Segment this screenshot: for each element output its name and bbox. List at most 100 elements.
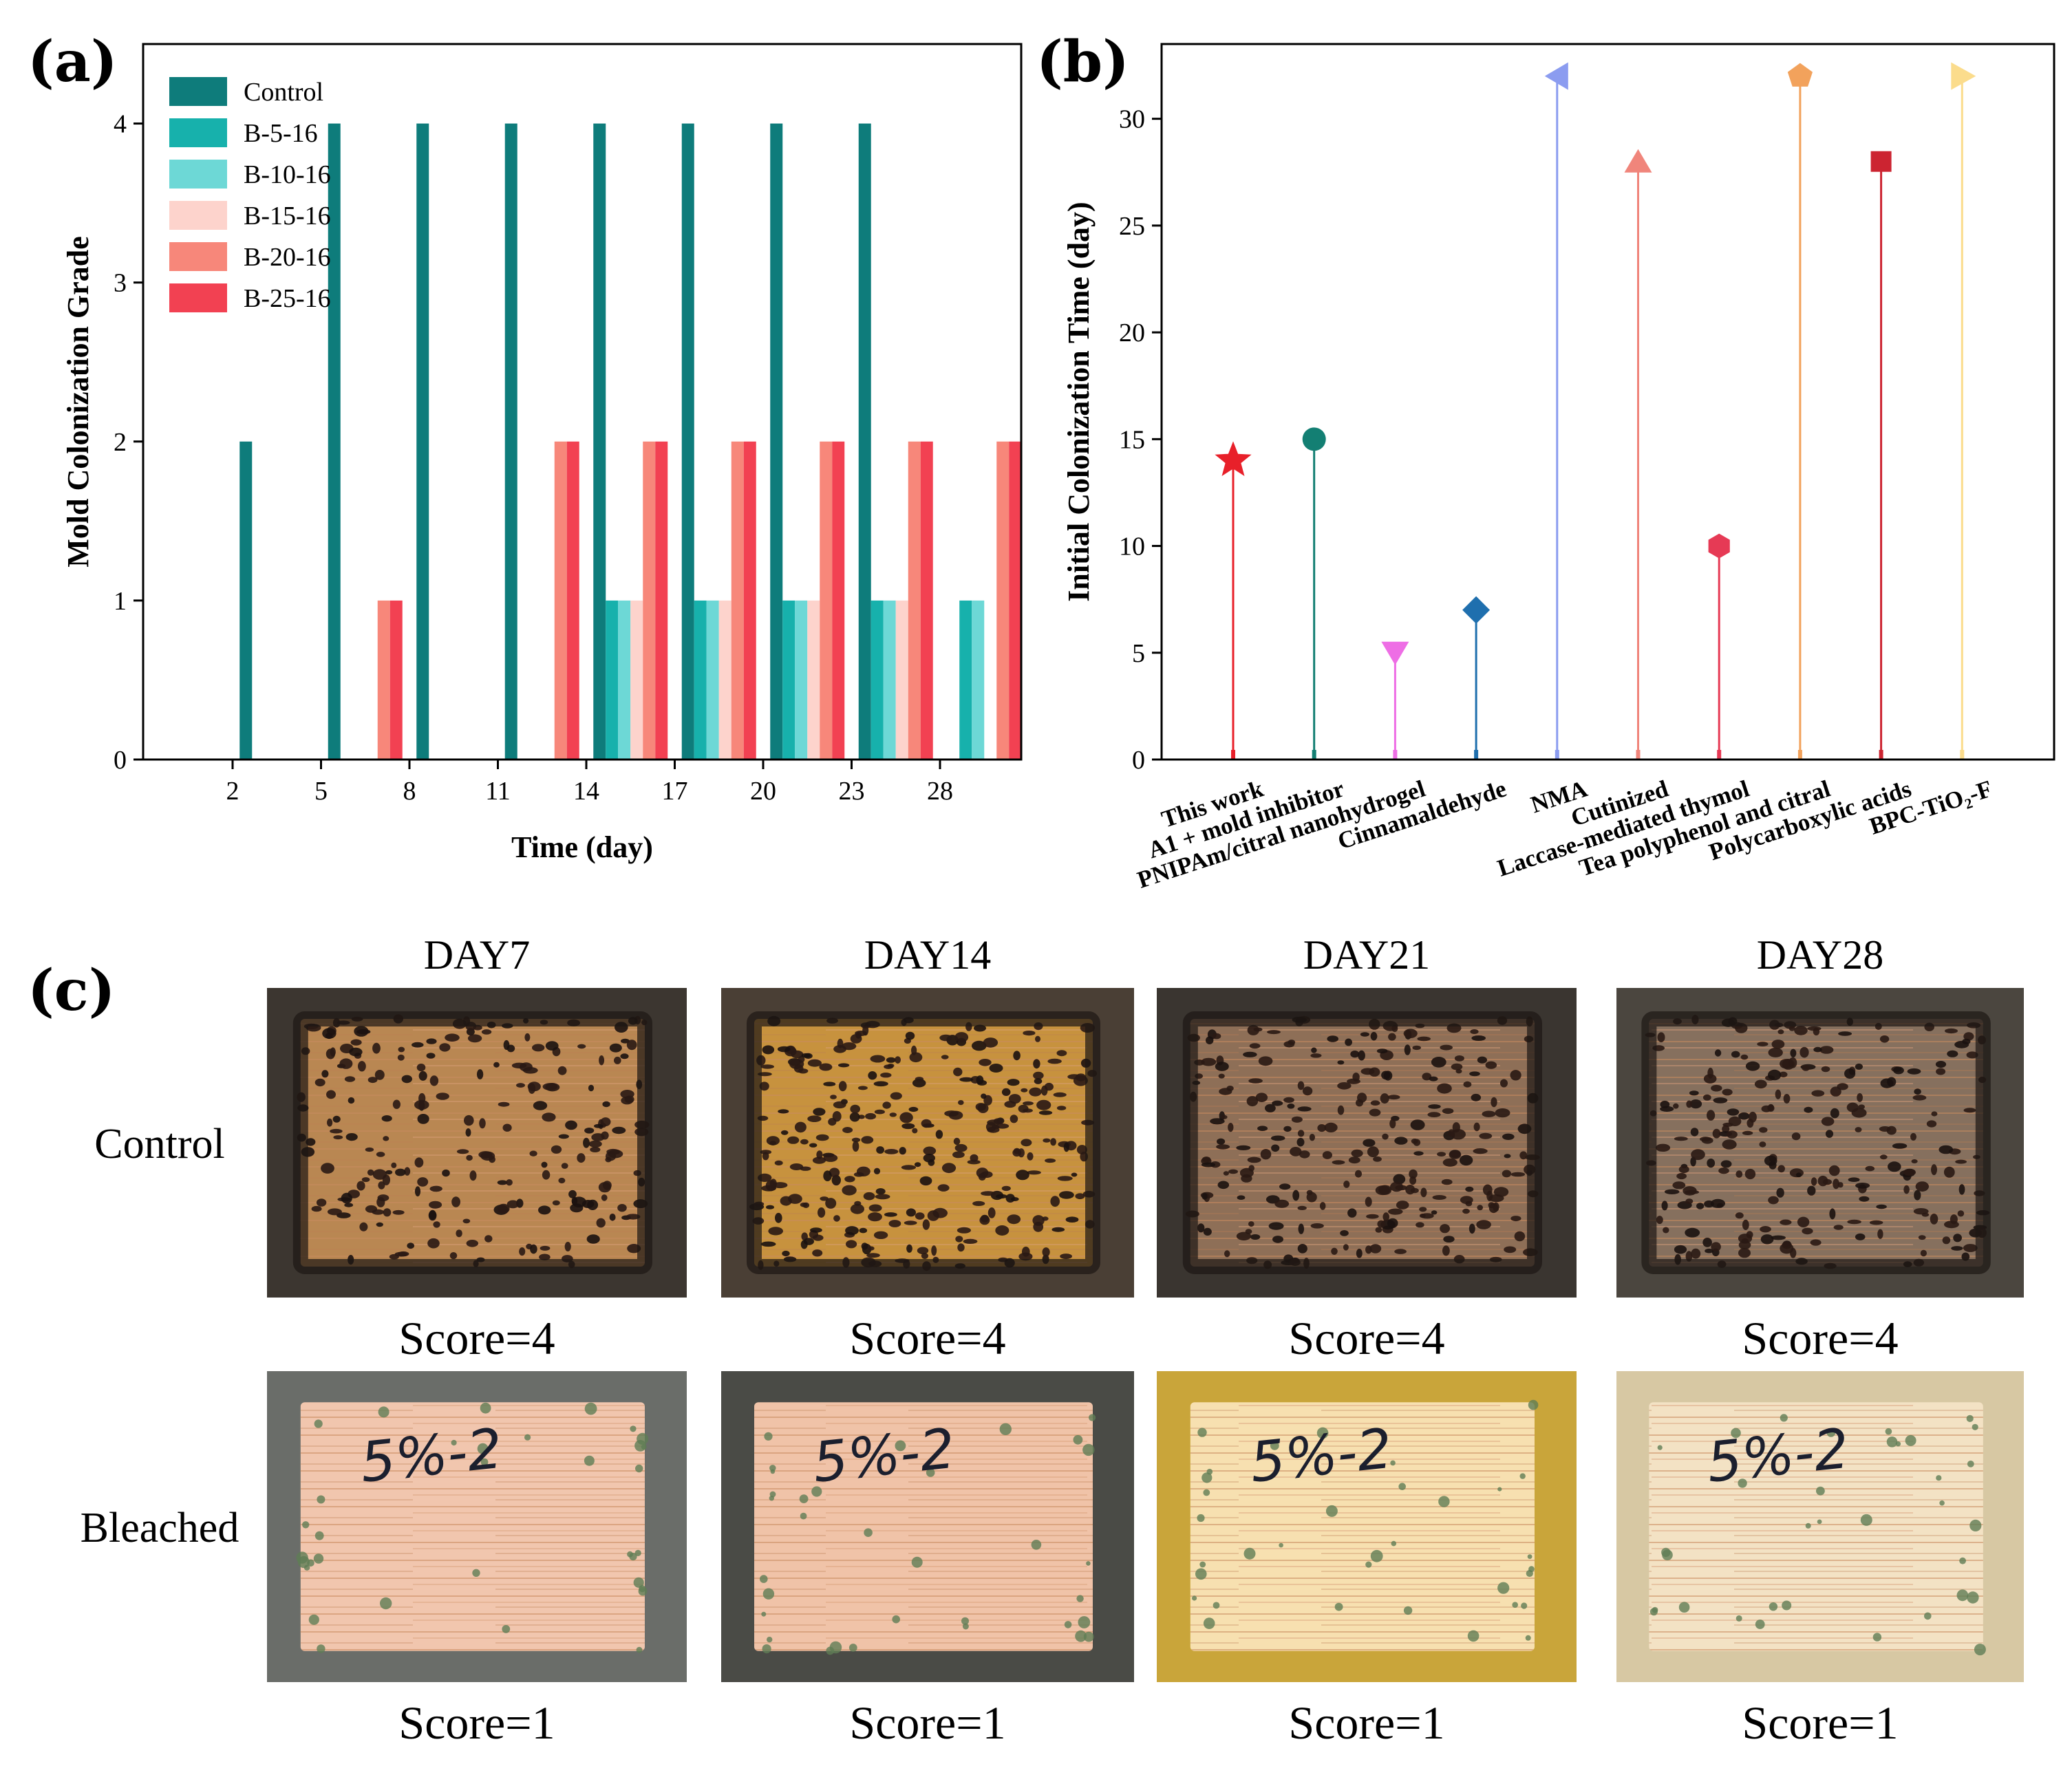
mold-spot bbox=[479, 1118, 486, 1129]
mold-spot bbox=[1034, 1078, 1043, 1084]
mold-spot bbox=[1876, 1204, 1887, 1209]
mold-spot bbox=[418, 1070, 427, 1081]
mold-spot bbox=[791, 1050, 804, 1059]
mold-edge bbox=[1182, 1011, 1543, 1274]
mold-spot bbox=[1018, 1252, 1033, 1261]
wood-grain bbox=[754, 1402, 1093, 1651]
panel-c-letter: (c) bbox=[28, 958, 116, 1024]
mold-spot bbox=[1387, 1218, 1398, 1229]
mold-spot bbox=[1685, 1227, 1700, 1238]
mold-spot bbox=[1403, 1029, 1418, 1038]
mold-spot bbox=[1833, 1225, 1844, 1230]
mold-spot bbox=[892, 1615, 900, 1624]
mold-spot bbox=[1926, 1120, 1937, 1128]
score-label: Score=4 bbox=[849, 1312, 1005, 1364]
mold-spot bbox=[959, 1077, 974, 1082]
mold-spot bbox=[429, 1075, 439, 1086]
mold-spot bbox=[466, 1154, 473, 1161]
mold-spot bbox=[522, 1067, 538, 1074]
mold-spot bbox=[899, 1112, 913, 1123]
mold-spot bbox=[609, 1214, 616, 1221]
mold-spot bbox=[296, 1551, 308, 1564]
mold-spot bbox=[767, 1637, 773, 1643]
mold-spot bbox=[849, 1112, 860, 1122]
mold-spot bbox=[979, 1215, 990, 1225]
marker-diamond bbox=[1462, 596, 1491, 624]
mold-spot bbox=[1860, 1514, 1872, 1526]
mold-spot bbox=[1691, 1248, 1701, 1259]
mold-spot bbox=[1203, 1617, 1215, 1629]
mold-spot bbox=[874, 1109, 885, 1115]
mold-spot bbox=[1738, 1112, 1750, 1120]
mold-spot bbox=[1915, 1181, 1929, 1192]
mold-spot bbox=[1454, 1055, 1464, 1062]
mold-spot bbox=[398, 1046, 405, 1053]
mold-spot bbox=[349, 1047, 363, 1057]
y-tick-label: 0 bbox=[114, 746, 127, 775]
mold-spot bbox=[1455, 1068, 1462, 1074]
mold-spot bbox=[1082, 1443, 1095, 1456]
mold-spot bbox=[1075, 1630, 1087, 1642]
mold-spot bbox=[584, 1402, 597, 1415]
mold-spot bbox=[1821, 1117, 1835, 1126]
mold-spot bbox=[1967, 1591, 1979, 1604]
mold-spot bbox=[1201, 1162, 1216, 1168]
mold-spot bbox=[341, 1192, 352, 1204]
bar-b-20-16 bbox=[996, 441, 1010, 760]
bar-control bbox=[770, 123, 783, 760]
mold-spot bbox=[1337, 1105, 1345, 1115]
mold-spot bbox=[1945, 1028, 1958, 1034]
mold-spot bbox=[356, 1181, 365, 1191]
score-label: Score=4 bbox=[1742, 1312, 1898, 1364]
mold-spot bbox=[1332, 1160, 1345, 1165]
mold-spot bbox=[789, 1059, 804, 1069]
mold-spot bbox=[1741, 1238, 1749, 1244]
mold-spot bbox=[591, 1133, 605, 1141]
mold-spot bbox=[561, 1163, 568, 1169]
mold-spot bbox=[908, 1106, 919, 1112]
mold-spot bbox=[807, 1059, 822, 1067]
mold-spot bbox=[1497, 1582, 1510, 1594]
mold-spot bbox=[1712, 1128, 1721, 1139]
mold-spot bbox=[870, 1055, 886, 1063]
mold-spot bbox=[1691, 1149, 1705, 1161]
mold-spot bbox=[1686, 1100, 1693, 1108]
mold-spot bbox=[381, 1115, 392, 1122]
mold-spot bbox=[1265, 1104, 1276, 1112]
mold-spot bbox=[1023, 1108, 1033, 1113]
mold-spot bbox=[1272, 1100, 1283, 1106]
mold-spot bbox=[941, 1055, 949, 1059]
bar-control bbox=[593, 123, 606, 760]
mold-spot bbox=[759, 1082, 769, 1091]
mold-spot bbox=[1817, 1175, 1828, 1187]
mold-spot bbox=[833, 1215, 840, 1222]
mold-spot bbox=[1391, 1540, 1397, 1547]
mold-spot bbox=[809, 1143, 818, 1148]
mold-spot bbox=[1855, 1183, 1870, 1189]
mold-spot bbox=[1514, 1231, 1526, 1242]
mold-spot bbox=[590, 1147, 601, 1152]
mold-spot bbox=[498, 1101, 510, 1107]
score-label: Score=1 bbox=[398, 1697, 555, 1749]
mold-spot bbox=[1218, 1073, 1225, 1079]
mold-spot bbox=[838, 1081, 847, 1092]
mold-spot bbox=[497, 1203, 510, 1214]
sample-photo bbox=[267, 988, 687, 1298]
mold-spot bbox=[895, 1056, 901, 1064]
mold-spot bbox=[1963, 1244, 1978, 1252]
mold-spot bbox=[584, 1455, 595, 1466]
mold-spot bbox=[1959, 1557, 1967, 1564]
mold-spot bbox=[484, 1235, 493, 1242]
bar-b-15-16 bbox=[630, 600, 643, 760]
mold-spot bbox=[1398, 1483, 1406, 1490]
mold-spot bbox=[978, 1173, 986, 1181]
mold-spot bbox=[1865, 1165, 1875, 1172]
mold-spot bbox=[1223, 1171, 1229, 1176]
legend-label: B-10-16 bbox=[244, 160, 331, 189]
mold-spot bbox=[1243, 1051, 1257, 1057]
day-label: DAY28 bbox=[1757, 932, 1883, 978]
mold-spot bbox=[958, 1100, 964, 1106]
mold-spot bbox=[1089, 1414, 1096, 1421]
bar-b-25-16 bbox=[566, 441, 579, 760]
bar-b-25-16 bbox=[920, 441, 933, 760]
